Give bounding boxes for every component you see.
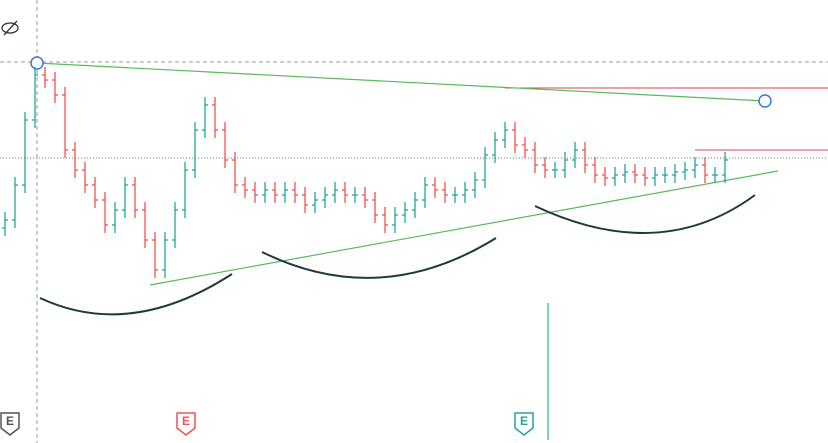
ohlc-bar — [442, 182, 448, 203]
ohlc-bar — [312, 192, 318, 213]
ohlc-bar — [82, 162, 88, 193]
arc — [261, 237, 497, 279]
ohlc-bar — [512, 122, 518, 153]
ohlc-bar — [232, 152, 238, 193]
ohlc-bar — [402, 202, 408, 223]
ohlc-bar — [592, 157, 598, 183]
ohlc-bar — [192, 122, 198, 178]
ohlc-bar — [252, 182, 258, 203]
ohlc-bar — [92, 177, 98, 208]
ohlc-bar — [222, 122, 228, 168]
handle[interactable] — [758, 94, 772, 108]
ohlc-bar — [542, 157, 548, 178]
ohlc-bar — [182, 162, 188, 218]
ohlc-bar — [172, 202, 178, 248]
ohlc-bar — [682, 162, 688, 180]
ohlc-bar — [12, 177, 18, 228]
ohlc-bar — [702, 157, 708, 183]
ohlc-bar — [142, 202, 148, 248]
ohlc-bar — [62, 87, 68, 158]
ohlc-bar — [652, 167, 658, 186]
ohlc-bar — [612, 167, 618, 186]
hide-icon[interactable] — [1, 20, 19, 36]
event-badge — [514, 412, 534, 436]
ohlc-bar — [632, 164, 638, 183]
ohlc-bar — [382, 207, 388, 233]
ohlc-bar — [262, 182, 268, 203]
ohlc-bar — [532, 142, 538, 173]
ohlc-bar — [212, 97, 218, 138]
ohlc-bar — [712, 167, 718, 183]
bars — [2, 67, 728, 278]
ohlc-bar — [622, 164, 628, 183]
ohlc-bar — [372, 192, 378, 223]
trend-line — [149, 170, 779, 286]
ohlc-bar — [52, 72, 58, 103]
ohlc-bar — [552, 162, 558, 178]
ohlc-bar — [472, 172, 478, 198]
ohlc-bar — [392, 207, 398, 233]
ohlc-bar — [202, 97, 208, 138]
ohlc-bar — [572, 142, 578, 168]
ohlc-bar — [322, 187, 328, 208]
ohlc-bar — [582, 142, 588, 173]
ohlc-bar — [102, 192, 108, 233]
ohlc-bar — [562, 152, 568, 178]
ohlc-bar — [492, 132, 498, 163]
ohlc-bar — [162, 232, 168, 278]
ohlc-bar — [342, 182, 348, 203]
ohlc-bar — [522, 137, 528, 158]
event-badge — [176, 412, 196, 436]
event-label: E — [520, 414, 528, 428]
ohlc-bar — [42, 67, 48, 88]
ohlc-bar — [32, 67, 38, 128]
arc — [534, 194, 756, 234]
ohlc-bar — [332, 182, 338, 203]
ohlc-bar — [292, 182, 298, 203]
ohlc-bar — [642, 167, 648, 186]
ohlc-bar — [272, 182, 278, 203]
ohlc-bar — [2, 212, 8, 236]
ohlc-bar — [112, 202, 118, 233]
ohlc-bar — [152, 232, 158, 278]
ohlc-bar — [602, 167, 608, 186]
arc — [39, 273, 233, 316]
ohlc-bar — [122, 177, 128, 218]
ohlc-bar — [352, 187, 358, 203]
handle[interactable] — [30, 56, 44, 70]
ohlc-bar — [22, 112, 28, 193]
ohlc-bar — [662, 167, 668, 183]
ohlc-bar — [672, 164, 678, 183]
ohlc-bar — [72, 142, 78, 178]
ohlc-bar — [422, 177, 428, 208]
ohlc-bar — [412, 192, 418, 218]
ohlc-bar — [432, 177, 438, 198]
ohlc-bar — [692, 157, 698, 178]
event-label: E — [182, 414, 190, 428]
ohlc-bar — [452, 187, 458, 203]
event-badge — [0, 412, 20, 436]
ohlc-bar — [722, 152, 728, 183]
ohlc-bar — [502, 122, 508, 148]
ohlc-bar — [282, 182, 288, 203]
trend-line — [36, 62, 766, 102]
ohlc-bar — [302, 187, 308, 213]
ohlc-bar — [242, 177, 248, 198]
event-label: E — [6, 414, 14, 428]
ohlc-bar — [462, 182, 468, 203]
ohlc-bar — [362, 187, 368, 208]
ohlc-bar — [132, 177, 138, 218]
ohlc-bar — [482, 147, 488, 188]
